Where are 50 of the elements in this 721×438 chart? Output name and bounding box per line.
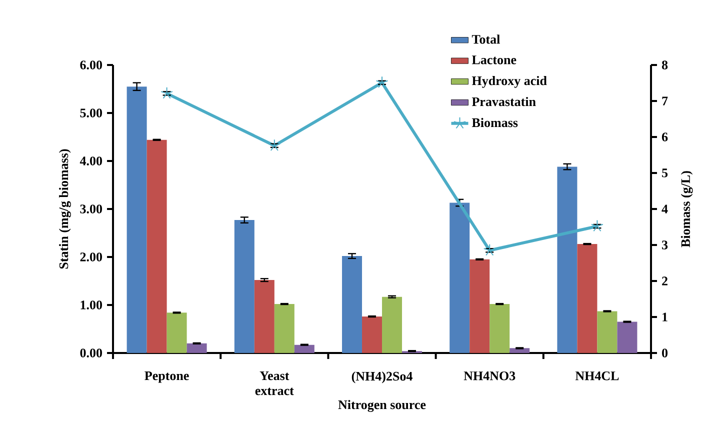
legend-label: Lactone xyxy=(472,56,516,64)
x-tick-label: NH4NO3 xyxy=(464,371,516,380)
y-tick-label: 0.00 xyxy=(80,348,102,358)
x-tick-label: NH4CL xyxy=(575,371,619,380)
y2-axis-title: Biomass (g/L) xyxy=(680,171,693,248)
x-tick-label: (NH4)2So4 xyxy=(352,372,412,384)
legend-label: Biomass xyxy=(472,118,518,128)
point xyxy=(160,86,174,99)
y2-tick-label: 4 xyxy=(662,204,668,214)
bar xyxy=(274,304,294,353)
bar xyxy=(146,140,167,353)
y2-tick-label: 0 xyxy=(662,348,668,358)
bar xyxy=(362,316,382,353)
y-tick-label: 1.00 xyxy=(80,300,102,310)
bar xyxy=(382,296,402,353)
y2-tick-label: 1 xyxy=(662,312,668,322)
y-tick-label: 5.00 xyxy=(80,108,102,118)
bar xyxy=(557,166,578,353)
legend-label: Total xyxy=(472,34,500,44)
bar xyxy=(234,220,254,353)
bar xyxy=(126,86,147,353)
y2-tick-label: 5 xyxy=(662,168,668,178)
point xyxy=(376,76,388,88)
bar xyxy=(294,344,314,353)
bar xyxy=(490,304,510,353)
x-tick-label: Peptone xyxy=(144,371,189,383)
bar xyxy=(166,312,187,353)
bar xyxy=(254,280,274,353)
bar xyxy=(470,259,490,353)
y-tick-label: 2.00 xyxy=(80,252,102,262)
y-tick-label: 4.00 xyxy=(80,156,102,166)
bar xyxy=(617,322,638,353)
y2-tick-label: 8 xyxy=(662,60,668,70)
y2-tick-label: 2 xyxy=(662,276,668,286)
legend-label: Pravastatin xyxy=(472,96,536,106)
bar xyxy=(597,311,618,353)
y2-tick-label: 3 xyxy=(662,240,668,250)
point xyxy=(591,220,604,232)
y-axis-title: Statin (mg/g biomass) xyxy=(59,149,71,269)
legend-label: Hydroxy acid xyxy=(472,76,547,88)
y-tick-label: 3.00 xyxy=(80,204,102,214)
y2-tick-label: 6 xyxy=(662,132,668,142)
y-tick-label: 6.00 xyxy=(80,60,102,70)
bar xyxy=(450,202,470,353)
bar xyxy=(577,244,598,353)
y2-tick-label: 7 xyxy=(662,96,668,106)
bar xyxy=(186,343,207,353)
bar xyxy=(342,256,362,353)
x-axis-title: Nitrogen source xyxy=(338,400,426,412)
x-tick-label: Yeast extract xyxy=(255,371,294,396)
